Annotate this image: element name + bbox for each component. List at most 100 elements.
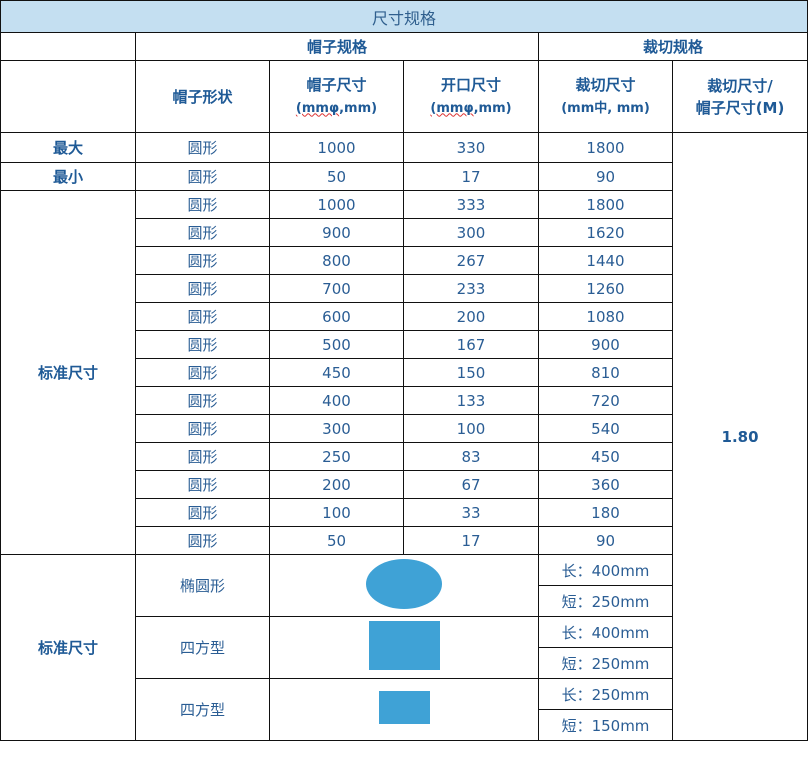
table-row: 圆形 450 150 810 — [1, 358, 808, 387]
standard-label: 标准尺寸 — [0, 190, 136, 555]
col-cap-size: 帽子尺寸 (mmφ,mm) — [269, 60, 404, 133]
cell-cap: 1000 — [269, 190, 404, 219]
shape-cell — [269, 616, 539, 679]
cell-cut: 540 — [538, 414, 673, 443]
cell-cut: 1620 — [538, 218, 673, 247]
cell-cut: 1440 — [538, 246, 673, 275]
cell-cut: 1080 — [538, 302, 673, 331]
cell-shape: 圆形 — [135, 274, 270, 303]
cell-cut: 90 — [538, 162, 673, 191]
shape-cell — [269, 678, 539, 741]
table-title: 尺寸规格 — [0, 0, 808, 33]
cell-cap: 100 — [269, 498, 404, 527]
cell-cap: 700 — [269, 274, 404, 303]
cell-opening: 83 — [403, 442, 539, 471]
cell-cut: 900 — [538, 330, 673, 359]
cell-shape: 圆形 — [135, 190, 270, 219]
shape-cell — [269, 554, 539, 617]
table-row-min: 最小 圆形 50 17 90 — [0, 162, 808, 191]
table-row: 圆形 250 83 450 — [1, 442, 808, 471]
cell-cut: 810 — [538, 358, 673, 387]
cell-opening: 333 — [403, 190, 539, 219]
col-cap-shape: 帽子形状 — [135, 60, 270, 133]
cell-long: 长：400mm — [538, 554, 673, 586]
cell-cap: 600 — [269, 302, 404, 331]
table-row: 圆形 700 233 1260 — [1, 274, 808, 303]
col-opening-size: 开口尺寸 (mmφ,mm) — [403, 60, 539, 133]
cell-cut: 720 — [538, 386, 673, 415]
cell-opening: 67 — [403, 470, 539, 499]
group-cap-spec: 帽子规格 — [135, 32, 539, 61]
cell-opening: 267 — [403, 246, 539, 275]
cell-opening: 330 — [403, 132, 539, 163]
cell-opening: 100 — [403, 414, 539, 443]
cell-cut: 90 — [538, 526, 673, 555]
cell-cut: 450 — [538, 442, 673, 471]
special-row: 四方型 长：250mm — [1, 678, 808, 741]
table-row: 圆形 900 300 1620 — [1, 218, 808, 247]
cell-shape: 圆形 — [135, 526, 270, 555]
col-cut-size: 裁切尺寸 (mm中, mm) — [538, 60, 673, 133]
table-row: 圆形 100 33 180 — [1, 498, 808, 527]
cell-cap: 900 — [269, 218, 404, 247]
cell-short: 短：250mm — [538, 585, 673, 617]
cell-shape: 四方型 — [135, 678, 270, 741]
special-row-sub: 短：250mm — [1, 585, 808, 617]
cell-shape: 圆形 — [135, 218, 270, 247]
cell-cut: 180 — [538, 498, 673, 527]
cell-shape: 圆形 — [135, 470, 270, 499]
ratio-value: 1.80 — [671, 132, 808, 741]
cell-opening: 167 — [403, 330, 539, 359]
special-row-sub: 短：150mm — [1, 709, 808, 741]
cell-opening: 200 — [403, 302, 539, 331]
cell-shape: 圆形 — [135, 162, 270, 191]
special-row: 标准尺寸 椭圆形 长：400mm — [0, 554, 808, 741]
cell-opening: 150 — [403, 358, 539, 387]
cell-cap: 1000 — [269, 132, 404, 163]
cell-cap: 800 — [269, 246, 404, 275]
col-ratio: 裁切尺寸/帽子尺寸(M) — [671, 60, 808, 133]
cell-cap: 300 — [269, 414, 404, 443]
cell-cap: 250 — [269, 442, 404, 471]
cell-shape: 圆形 — [135, 442, 270, 471]
cell-shape: 圆形 — [135, 498, 270, 527]
cell-cap: 200 — [269, 470, 404, 499]
table-row-max: 最大 圆形 1000 330 1800 1.80 — [0, 132, 808, 741]
cell-shape: 椭圆形 — [135, 554, 270, 617]
cell-short: 短：250mm — [538, 647, 673, 679]
row-label: 最大 — [0, 132, 136, 163]
ellipse-icon — [366, 558, 442, 609]
empty-corner — [0, 32, 136, 61]
table-row: 圆形 600 200 1080 — [1, 302, 808, 331]
cell-opening: 133 — [403, 386, 539, 415]
cell-long: 长：250mm — [538, 678, 673, 710]
cell-opening: 233 — [403, 274, 539, 303]
special-row: 四方型 长：400mm — [1, 616, 808, 679]
cell-shape: 圆形 — [135, 358, 270, 387]
special-label: 标准尺寸 — [0, 554, 136, 741]
cell-opening: 17 — [403, 526, 539, 555]
cell-cap: 400 — [269, 386, 404, 415]
cell-cap: 50 — [269, 162, 404, 191]
size-spec-table: 尺寸规格 帽子规格 裁切规格 帽子形状 帽子尺寸 (mmφ,mm) 开口尺寸 (mm… — [0, 0, 808, 741]
square-small-icon — [378, 691, 430, 724]
cell-opening: 33 — [403, 498, 539, 527]
cell-shape: 圆形 — [135, 330, 270, 359]
table-row: 圆形 500 167 900 — [1, 330, 808, 359]
cell-short: 短：150mm — [538, 709, 673, 741]
cell-shape: 圆形 — [135, 246, 270, 275]
table-row: 圆形 800 267 1440 — [1, 246, 808, 275]
cell-cut: 1800 — [538, 190, 673, 219]
cell-shape: 四方型 — [135, 616, 270, 679]
cell-shape: 圆形 — [135, 132, 270, 163]
group-cut-spec: 裁切规格 — [537, 32, 808, 61]
cell-cap: 450 — [269, 358, 404, 387]
cell-opening: 17 — [403, 162, 539, 191]
cell-cap: 50 — [269, 526, 404, 555]
cell-shape: 圆形 — [135, 386, 270, 415]
row-label: 最小 — [0, 162, 136, 191]
cell-opening: 300 — [403, 218, 539, 247]
table-row: 标准尺寸 圆形 1000 333 1800 — [0, 190, 808, 555]
cell-cut: 1800 — [538, 132, 673, 163]
square-large-icon — [368, 621, 440, 670]
